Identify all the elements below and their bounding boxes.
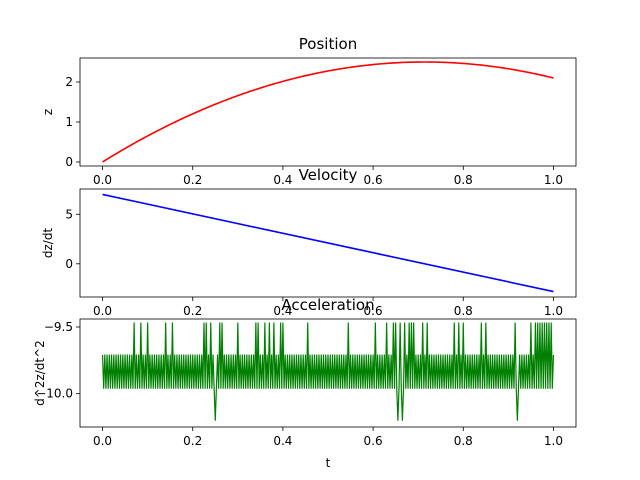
position-y-axis-label: z	[41, 109, 55, 115]
position-x-tick-label: 0.8	[454, 173, 473, 187]
velocity-panel: 0.0 0.2 0.4 0.6 0.8 1.0 0 5 Velocity dz/dt	[41, 166, 577, 318]
position-x-tick-label: 0.6	[364, 173, 383, 187]
velocity-title: Velocity	[299, 166, 358, 184]
position-title: Position	[299, 35, 357, 53]
position-x-tick-label: 1.0	[544, 173, 563, 187]
acceleration-x-tick-label: 0.8	[454, 434, 473, 448]
position-series-line	[102, 61, 554, 163]
acceleration-x-tick-label: 0.6	[364, 434, 383, 448]
position-y-tick-label: 2	[65, 75, 73, 89]
velocity-series-line	[102, 193, 554, 293]
velocity-x-tick-label: 0.2	[183, 304, 202, 318]
velocity-x-tick-label: 0.6	[364, 304, 383, 318]
velocity-x-tick-label: 0.8	[454, 304, 473, 318]
acceleration-panel: 0.0 0.2 0.4 0.6 0.8 1.0 −9.5 −10.0 Acceleration d…	[33, 296, 577, 470]
acceleration-axes-frame	[79, 318, 577, 428]
position-panel: 0.0 0.2 0.4 0.6 0.8 1.0 0 1 2 Position z	[41, 35, 577, 187]
acceleration-y-tick-label: −10.0	[36, 387, 73, 401]
position-x-tick-label: 0.2	[183, 173, 202, 187]
velocity-y-tick-label: 0	[65, 257, 73, 271]
velocity-axes-frame	[79, 188, 577, 298]
velocity-x-tick-label: 1.0	[544, 304, 563, 318]
acceleration-y-tick-label: −9.5	[44, 320, 73, 334]
acceleration-x-tick-label: 0.2	[183, 434, 202, 448]
acceleration-x-tick-label: 0.0	[93, 434, 112, 448]
velocity-y-tick-label: 5	[65, 207, 73, 221]
acceleration-title: Acceleration	[281, 296, 374, 314]
acceleration-x-tick-label: 1.0	[544, 434, 563, 448]
acceleration-x-tick-label: 0.4	[273, 434, 292, 448]
velocity-y-axis-label: dz/dt	[41, 228, 55, 259]
position-y-tick-label: 1	[65, 115, 73, 129]
velocity-x-tick-label: 0.4	[273, 304, 292, 318]
velocity-x-tick-label: 0.0	[93, 304, 112, 318]
acceleration-y-axis-label: d^2z/dt^2	[33, 340, 47, 406]
position-axes-frame	[79, 57, 577, 167]
position-x-tick-label: 0.0	[93, 173, 112, 187]
position-x-tick-label: 0.4	[273, 173, 292, 187]
acceleration-series-line	[101, 322, 555, 421]
acceleration-x-axis-label: t	[326, 456, 331, 470]
position-y-tick-label: 0	[65, 155, 73, 169]
